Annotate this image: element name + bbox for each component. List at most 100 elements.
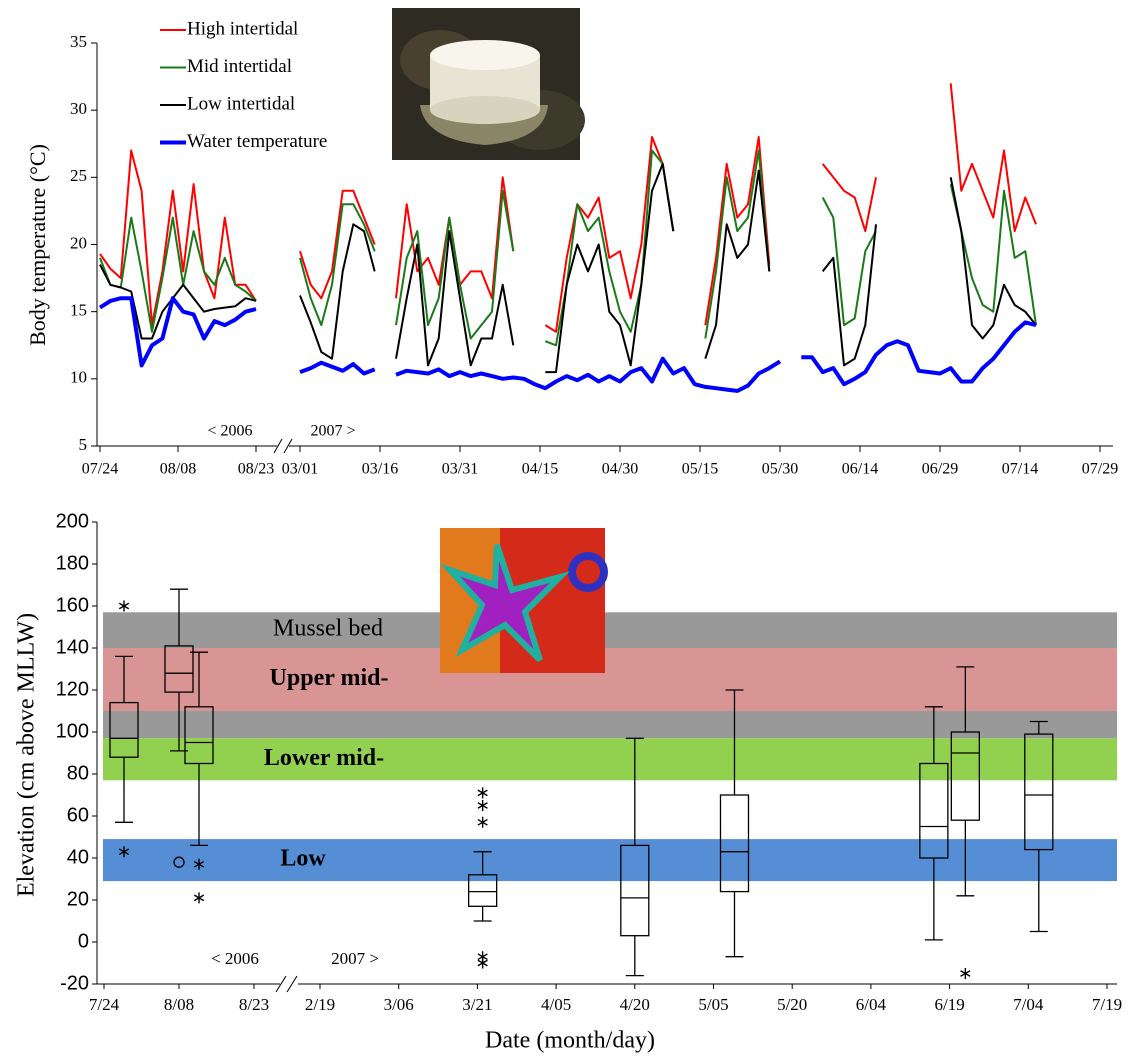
x-tick-label: 8/08	[164, 995, 194, 1014]
x-tick-label: 08/08	[160, 461, 196, 478]
y-tick-label: 0	[78, 930, 89, 952]
elevation-band	[103, 738, 1117, 781]
axis-break	[286, 975, 298, 993]
annotation: 2007 >	[310, 423, 355, 440]
y-tick-label: 5	[79, 435, 88, 454]
y-tick-label: 80	[67, 762, 89, 784]
annotation: 2007 >	[331, 949, 379, 968]
x-tick-label: 08/23	[238, 461, 274, 478]
thermal-photo	[439, 528, 608, 673]
band-label: Low	[280, 846, 326, 872]
extreme	[118, 846, 130, 858]
extreme	[477, 800, 488, 811]
box-plot	[109, 600, 139, 858]
x-axis-label: Date (month/day)	[485, 1028, 655, 1054]
box	[109, 701, 139, 758]
x-tick-label: 03/01	[282, 461, 318, 478]
annotation: < 2006	[207, 423, 252, 440]
y-axis-label: Body temperature (°C)	[25, 144, 50, 346]
y-tick-label: 140	[56, 636, 89, 658]
y-tick-label: -20	[60, 972, 89, 994]
x-tick-label: 03/31	[442, 461, 478, 478]
series-line	[98, 296, 1037, 393]
box	[467, 874, 498, 907]
x-tick-label: 05/15	[682, 461, 718, 478]
legend-label: Low intertidal	[187, 93, 295, 114]
x-tick-label: 6/19	[934, 995, 964, 1014]
x-tick-label: 04/15	[522, 461, 558, 478]
box	[1024, 733, 1054, 851]
y-tick-label: 35	[70, 32, 87, 51]
x-tick-label: 03/16	[362, 461, 398, 478]
outlier	[173, 856, 185, 868]
axis-break	[275, 975, 287, 993]
x-tick-label: 07/24	[82, 461, 118, 478]
x-tick-label: 7/04	[1013, 995, 1044, 1014]
y-tick-label: 30	[70, 99, 87, 118]
extreme	[193, 858, 205, 870]
y-tick-label: 20	[67, 888, 89, 910]
y-tick-label: 40	[67, 846, 89, 868]
extreme	[477, 787, 488, 799]
y-tick-label: 20	[70, 233, 87, 252]
y-tick-label: 60	[67, 804, 89, 826]
y-tick-label: 160	[56, 594, 89, 616]
y-tick-label: 10	[70, 368, 87, 387]
box	[184, 706, 214, 765]
x-tick-label: 7/24	[89, 995, 120, 1014]
extreme	[193, 892, 205, 904]
box	[919, 762, 949, 859]
x-tick-label: 04/30	[602, 461, 638, 478]
extreme	[477, 816, 488, 828]
legend-label: High intertidal	[187, 18, 298, 39]
x-tick-label: 06/14	[842, 461, 878, 478]
x-tick-label: 4/20	[620, 995, 650, 1014]
y-tick-label: 25	[70, 166, 87, 185]
extreme	[477, 957, 488, 969]
x-tick-label: 8/23	[239, 995, 269, 1014]
x-tick-label: 06/29	[922, 461, 958, 478]
annotation: < 2006	[211, 949, 259, 968]
x-tick-label: 5/05	[698, 995, 728, 1014]
extreme	[118, 600, 130, 612]
series-line	[99, 162, 1037, 374]
logger-photo	[392, 8, 585, 160]
x-tick-label: 2/19	[305, 995, 335, 1014]
series-line	[99, 149, 1037, 347]
y-tick-label: 200	[56, 510, 89, 532]
y-axis-label: Elevation (cm above MLLW)	[14, 613, 40, 897]
axis-break	[283, 438, 293, 454]
y-tick-label: 100	[56, 720, 89, 742]
x-tick-label: 4/05	[541, 995, 571, 1014]
box-plot	[919, 706, 949, 941]
box-plot	[950, 666, 980, 979]
x-tick-label: 7/19	[1092, 995, 1122, 1014]
box	[719, 794, 750, 893]
band-label: Lower mid-	[264, 745, 384, 771]
extreme	[960, 968, 971, 979]
x-tick-label: 3/06	[384, 995, 414, 1014]
box-plot	[1024, 720, 1054, 933]
box-plot	[184, 651, 214, 904]
x-tick-label: 6/04	[856, 995, 887, 1014]
box-plot	[620, 737, 650, 977]
x-tick-label: 5/20	[777, 995, 807, 1014]
box	[950, 731, 980, 821]
y-tick-label: 15	[70, 301, 87, 320]
box-plot	[719, 689, 750, 958]
band-label: Upper mid-	[270, 665, 389, 691]
x-tick-label: 07/29	[1082, 461, 1118, 478]
x-tick-label: 05/30	[762, 461, 798, 478]
box	[620, 844, 650, 937]
axis-break	[273, 438, 283, 454]
x-tick-label: 07/14	[1002, 461, 1038, 478]
y-tick-label: 120	[56, 678, 89, 700]
elevation-band	[103, 648, 1117, 711]
legend-label: Water temperature	[187, 131, 327, 152]
x-tick-label: 3/21	[462, 995, 492, 1014]
box	[164, 645, 194, 693]
box-plot	[467, 787, 498, 969]
legend-label: Mid intertidal	[187, 56, 292, 77]
